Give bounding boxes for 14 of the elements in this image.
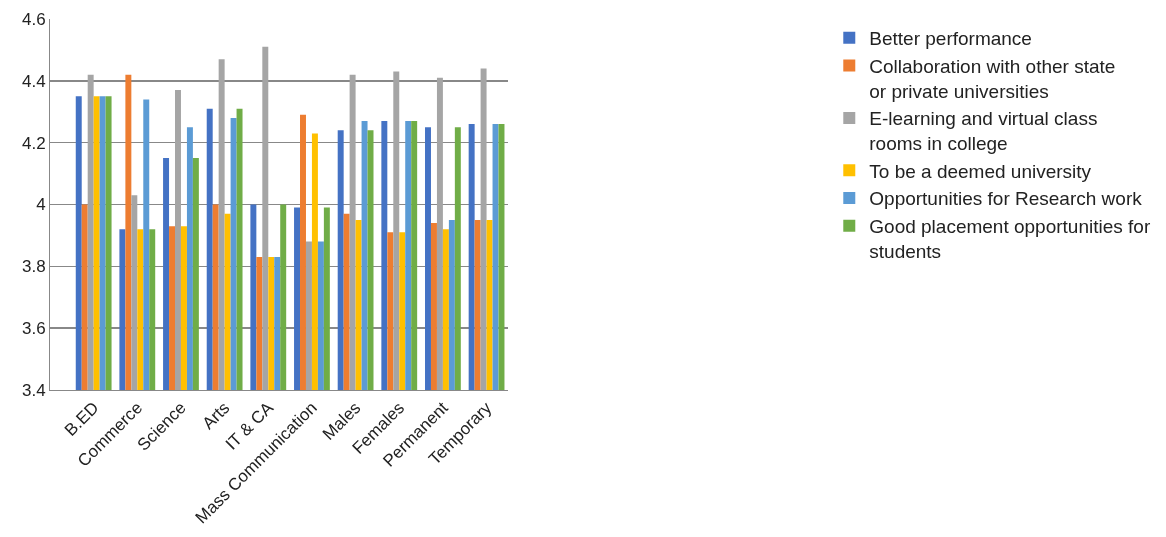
- y-tick-label: 3.4: [21, 380, 46, 400]
- y-tick-label: 4.6: [21, 9, 46, 29]
- y-tick-label: 3.8: [21, 257, 46, 277]
- legend-label: To be a deemed university: [869, 160, 1092, 182]
- legend-label: Good placement opportunities for students: [869, 216, 1151, 262]
- y-tick-label: 4.4: [21, 71, 46, 91]
- legend-label: Opportunities for Research work: [869, 188, 1143, 210]
- x-tick-label: Arts: [198, 398, 234, 434]
- legend-label: Better performance: [869, 28, 1032, 50]
- legend-label: E-learning and virtual class rooms in college: [869, 108, 1098, 155]
- y-tick-label: 4: [36, 195, 46, 215]
- legend-label: Collaboration with other state or private universities: [869, 55, 1116, 102]
- y-tick-label: 3.6: [21, 319, 46, 339]
- y-tick-label: 4.2: [21, 133, 46, 153]
